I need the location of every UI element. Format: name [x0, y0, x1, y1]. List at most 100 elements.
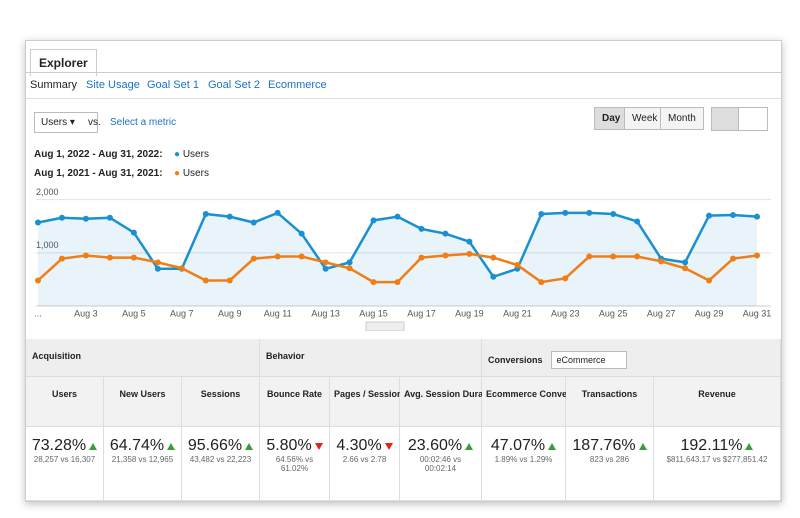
legend-label: Users	[182, 168, 209, 179]
compare: 43,482 vs 22,223	[189, 455, 252, 464]
point	[82, 215, 89, 222]
change: 64.74%	[109, 437, 165, 454]
subtab[interactable]: Goal Set 2	[208, 79, 260, 91]
change: 73.28%	[31, 437, 87, 454]
value-line: 5.80%	[260, 437, 329, 455]
point	[346, 265, 353, 272]
x-tick-label: Aug 23	[551, 308, 580, 318]
point	[154, 259, 161, 266]
period-button[interactable]: Month	[660, 107, 704, 130]
x-tick-label: Aug 15	[359, 308, 388, 318]
point	[466, 250, 473, 257]
point	[466, 238, 473, 245]
group-title: Behavior	[266, 351, 305, 361]
point	[418, 254, 425, 261]
point	[514, 262, 521, 269]
metric-value: 187.76% 823 vs 286	[566, 427, 654, 501]
metric-select[interactable]: Users ▾	[34, 112, 98, 133]
value-line: 73.28%	[26, 437, 103, 455]
metric-name: Transactions	[566, 377, 654, 427]
metric-value: 192.11% $811,643.17 vs $277,851.42	[654, 427, 781, 501]
value-line: 23.60%	[400, 437, 481, 455]
point	[58, 255, 65, 262]
value-line: 192.11%	[654, 437, 780, 455]
point	[274, 209, 281, 216]
point	[490, 254, 497, 261]
group-title: Conversions	[488, 355, 543, 365]
compare: 28,257 vs 16,307	[33, 455, 96, 464]
conversion-select[interactable]: eCommerce	[550, 351, 627, 369]
point	[490, 273, 497, 280]
tab[interactable]: Explorer	[30, 49, 97, 76]
point	[730, 212, 737, 219]
compare: 1.89% vs 1.29%	[494, 455, 553, 464]
metric-value: 47.07% 1.89% vs 1.29%	[482, 427, 566, 501]
y-tick-label: 1,000	[36, 240, 59, 250]
point	[442, 230, 449, 237]
point	[682, 259, 689, 266]
change: 23.60%	[407, 437, 463, 454]
point	[130, 254, 137, 261]
point	[610, 210, 617, 217]
subtab[interactable]: Ecommerce	[268, 79, 327, 91]
metrics-table: Acquisition Behavior Conversions eCommerce U…	[26, 339, 781, 501]
x-tick-label: Aug 21	[503, 308, 532, 318]
point	[274, 253, 281, 260]
trend-arrow	[745, 443, 754, 450]
point	[370, 279, 377, 286]
trend-arrow	[548, 443, 557, 450]
change: 47.07%	[490, 437, 546, 454]
subtab[interactable]: Site Usage	[86, 79, 140, 91]
point	[586, 253, 593, 260]
point	[634, 218, 641, 225]
area	[38, 212, 757, 306]
point	[346, 259, 353, 266]
metric-value: 4.30% 2.66 vs 2.78	[330, 427, 400, 501]
point	[130, 229, 137, 236]
value-line: 64.74%	[104, 437, 181, 455]
change: 187.76%	[572, 437, 636, 454]
compare: 2.66 vs 2.78	[342, 455, 387, 464]
line-chart-toggle[interactable]	[711, 107, 741, 131]
point	[202, 277, 209, 284]
subtab[interactable]: Goal Set 1	[147, 79, 199, 91]
point	[754, 213, 760, 220]
change: 95.66%	[187, 437, 243, 454]
point	[322, 265, 329, 272]
metric-name: Sessions	[182, 377, 260, 427]
legend-entry: ● Users	[174, 149, 209, 160]
compare: 64.56% vs 61.02%	[275, 455, 314, 473]
vs: vs.	[88, 117, 101, 128]
point	[82, 252, 89, 259]
point	[322, 259, 329, 266]
metric-name: Bounce Rate	[260, 377, 330, 427]
divider	[26, 98, 781, 99]
metric-value: 5.80% 64.56% vs 61.02%	[260, 427, 330, 501]
change: 5.80%	[266, 437, 312, 454]
point	[226, 277, 233, 284]
scroll-handle	[365, 321, 405, 331]
point	[370, 217, 377, 224]
point	[106, 214, 113, 221]
subtab[interactable]: Summary	[30, 79, 78, 91]
metric-value: 95.66% 43,482 vs 22,223	[182, 427, 260, 501]
y-tick-label: 2,000	[36, 187, 59, 197]
metric-value: 64.74% 21,358 vs 12,965	[104, 427, 182, 501]
trend-arrow	[465, 443, 474, 450]
x-tick-label: Aug 7	[170, 308, 194, 318]
value-line: 47.07%	[482, 437, 565, 455]
motion-chart-toggle[interactable]	[738, 107, 768, 131]
point	[706, 277, 713, 284]
trend-arrow	[384, 443, 393, 450]
compare: $811,643.17 vs $277,851.42	[666, 455, 768, 464]
select-label: eCommerce	[556, 355, 606, 365]
line-chart: 1,000 2,000... Aug 3 Aug 5 Aug 7 Aug 9 Aug 11 A…	[34, 187, 771, 331]
legend-label: Users	[182, 149, 209, 160]
change: 192.11%	[680, 437, 743, 454]
metric-name: Ecommerce Conversion Rate	[482, 377, 611, 427]
point	[394, 279, 401, 286]
x-tick-label: Aug 17	[407, 308, 436, 318]
point	[538, 210, 545, 217]
divider	[26, 72, 781, 73]
select-metric[interactable]: Select a metric	[110, 117, 177, 128]
